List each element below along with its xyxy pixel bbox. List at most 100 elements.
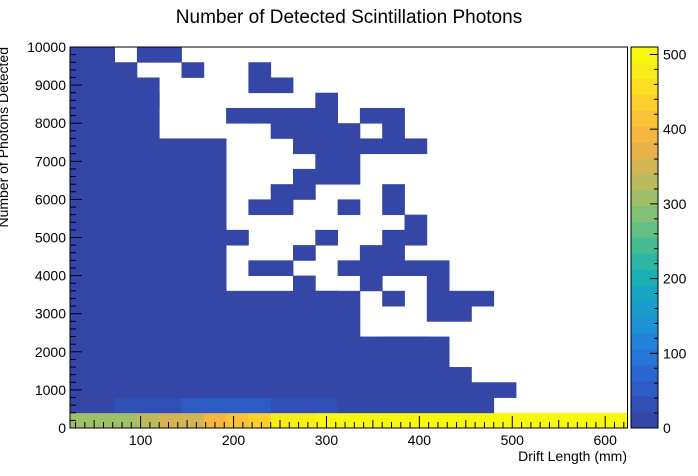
heatmap-cell bbox=[181, 245, 205, 261]
heatmap-cell bbox=[382, 123, 405, 139]
heatmap-cell bbox=[426, 412, 450, 429]
heatmap-cell bbox=[159, 199, 182, 216]
heatmap-cell bbox=[203, 199, 227, 216]
heatmap-cell bbox=[92, 245, 115, 261]
heatmap-cell bbox=[114, 245, 138, 261]
heatmap-cell bbox=[359, 397, 383, 414]
heatmap-cell bbox=[315, 290, 338, 307]
heatmap-cell bbox=[136, 306, 160, 322]
heatmap-cell bbox=[337, 351, 361, 368]
x-tick-label: 400 bbox=[408, 432, 432, 448]
y-axis: 0 1000 2000 3000 4000 5000 6000 7000 8000 9000 100… bbox=[27, 39, 82, 436]
heatmap-cell bbox=[449, 306, 472, 322]
heatmap-cell bbox=[70, 351, 93, 368]
heatmap-cell bbox=[181, 367, 205, 383]
heatmap-cell bbox=[248, 382, 272, 398]
y-tick-label: 2000 bbox=[35, 344, 66, 360]
heatmap-cell bbox=[516, 412, 539, 429]
heatmap-cell bbox=[159, 336, 182, 353]
heatmap-cell bbox=[114, 260, 138, 276]
heatmap-cell bbox=[181, 275, 205, 292]
colorbar-swatch bbox=[631, 189, 658, 207]
heatmap-cell bbox=[404, 336, 428, 353]
heatmap-cell bbox=[270, 260, 294, 276]
heatmap-cell bbox=[226, 306, 249, 322]
heatmap-cell bbox=[293, 397, 316, 414]
heatmap-cell bbox=[359, 382, 383, 398]
heatmap-cell bbox=[270, 382, 294, 398]
heatmap-cell bbox=[114, 123, 138, 139]
colorbar-swatch bbox=[631, 301, 658, 318]
heatmap-cells bbox=[70, 47, 628, 429]
colorbar-swatch bbox=[631, 253, 658, 270]
heatmap-cell bbox=[293, 321, 316, 337]
heatmap-cell bbox=[181, 229, 205, 246]
heatmap-cell bbox=[449, 397, 472, 414]
heatmap-cell bbox=[70, 138, 93, 155]
heatmap-cell bbox=[114, 77, 138, 94]
heatmap-cell bbox=[270, 290, 294, 307]
heatmap-cell bbox=[92, 168, 115, 185]
heatmap-cell bbox=[114, 321, 138, 337]
heatmap-cell bbox=[270, 397, 294, 414]
heatmap-cell bbox=[70, 123, 93, 139]
heatmap-cell bbox=[70, 107, 93, 124]
colorbar-swatch bbox=[631, 237, 658, 254]
heatmap-cell bbox=[382, 382, 405, 398]
heatmap-cell bbox=[382, 260, 405, 276]
heatmap-cell bbox=[293, 138, 316, 155]
y-tick-label: 4000 bbox=[35, 268, 66, 284]
colorbar-swatch bbox=[631, 62, 658, 80]
heatmap-cell bbox=[359, 275, 383, 292]
heatmap-cell bbox=[159, 306, 182, 322]
heatmap-cell bbox=[538, 412, 561, 429]
heatmap-cell bbox=[114, 138, 138, 155]
heatmap-cell bbox=[159, 367, 182, 383]
colorbar-swatch bbox=[631, 174, 658, 191]
heatmap-cell bbox=[70, 214, 93, 231]
colorbar-swatch bbox=[631, 110, 658, 127]
heatmap-cell bbox=[315, 229, 338, 246]
heatmap-cell bbox=[92, 336, 115, 353]
heatmap-cell bbox=[248, 367, 272, 383]
heatmap-cell bbox=[248, 336, 272, 353]
heatmap-cell bbox=[159, 153, 182, 170]
heatmap-cell bbox=[136, 245, 160, 261]
heatmap-cell bbox=[293, 290, 316, 307]
heatmap-cell bbox=[449, 382, 472, 398]
heatmap-cell bbox=[337, 382, 361, 398]
heatmap-cell bbox=[493, 412, 517, 429]
heatmap-cell bbox=[226, 397, 249, 414]
heatmap-cell bbox=[136, 214, 160, 231]
heatmap-cell bbox=[203, 214, 227, 231]
heatmap-cell bbox=[181, 306, 205, 322]
heatmap-cell bbox=[382, 290, 405, 307]
heatmap-cell bbox=[337, 397, 361, 414]
heatmap-cell bbox=[359, 107, 383, 124]
heatmap-cell bbox=[136, 229, 160, 246]
heatmap-cell bbox=[70, 275, 93, 292]
heatmap-cell bbox=[114, 168, 138, 185]
heatmap-cell bbox=[114, 336, 138, 353]
heatmap-cell bbox=[70, 62, 93, 78]
heatmap-cell bbox=[293, 336, 316, 353]
heatmap-cell bbox=[136, 275, 160, 292]
y-tick-label: 5000 bbox=[35, 230, 66, 246]
heatmap-cell bbox=[270, 336, 294, 353]
heatmap-cell bbox=[136, 321, 160, 337]
x-tick-label: 300 bbox=[315, 432, 339, 448]
x-tick-label: 500 bbox=[501, 432, 525, 448]
heatmap-cell bbox=[226, 107, 249, 124]
y-tick-label: 10000 bbox=[27, 39, 66, 55]
heatmap-cell bbox=[159, 184, 182, 200]
heatmap-cell bbox=[315, 107, 338, 124]
heatmap-cell bbox=[248, 412, 272, 429]
heatmap-cell bbox=[203, 184, 227, 200]
heatmap-cell bbox=[248, 199, 272, 216]
heatmap-cell bbox=[136, 199, 160, 216]
heatmap-cell bbox=[203, 245, 227, 261]
heatmap-cell bbox=[226, 351, 249, 368]
heatmap-cell bbox=[248, 260, 272, 276]
heatmap-cell bbox=[92, 260, 115, 276]
